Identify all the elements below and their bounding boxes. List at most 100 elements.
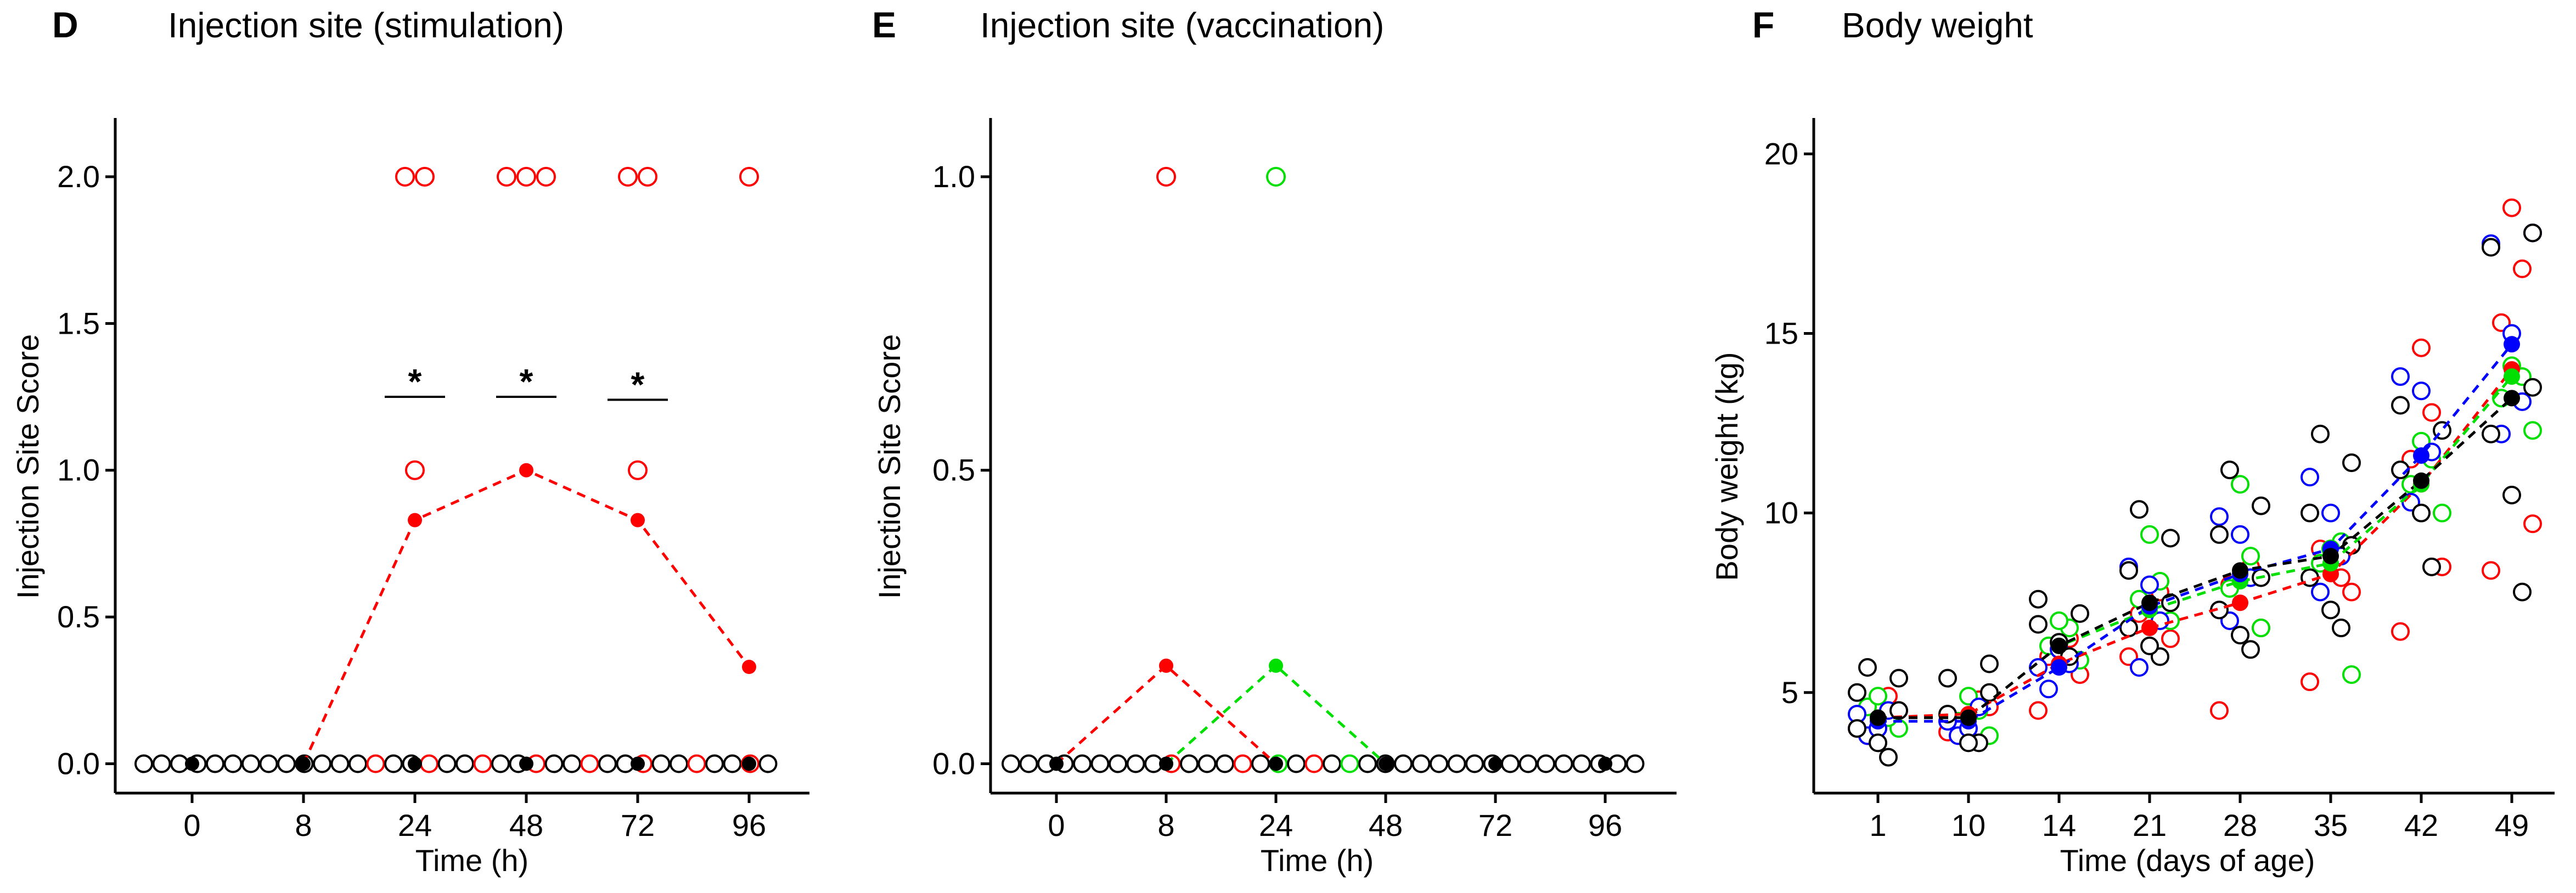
panel-d-open-point <box>330 754 350 773</box>
panel-e-mean-line <box>1165 664 1387 765</box>
panel-f-open-point <box>2412 381 2431 401</box>
panel-e-mean-point <box>1159 658 1173 673</box>
panel-f-mean-point <box>2051 637 2067 654</box>
panel-e-open-point <box>1430 754 1448 773</box>
panel-f-open-point <box>2391 367 2410 386</box>
panel-f-mean-point <box>2322 548 2339 565</box>
panel-e-open-point <box>1090 754 1110 773</box>
panel-e-open-point <box>1465 754 1484 773</box>
panel-d-open-point <box>384 754 403 773</box>
panel-f-mean-point <box>2413 447 2429 464</box>
panel-d-open-point <box>563 754 581 773</box>
panel-d-control-mean <box>408 756 422 771</box>
panel-e-open-point <box>1156 166 1176 187</box>
panel-d-mean-line <box>302 468 750 765</box>
panel-d-ytick-label: 1.0 <box>57 453 100 487</box>
panel-d-open-point <box>277 754 296 773</box>
panel-f-xtick-label: 35 <box>2314 808 2348 843</box>
panel-e-open-point <box>1019 754 1038 773</box>
panel-d-open-point <box>598 754 617 773</box>
panel-f-ytick-label: 15 <box>1764 316 1798 351</box>
panel-f-xtick-label: 21 <box>2133 808 2167 843</box>
panel-f-open-point <box>2241 547 2260 566</box>
panel-f-open-point <box>1869 733 1887 752</box>
panel-f-open-point <box>1858 658 1877 677</box>
panel-f-open-point <box>2342 453 2361 473</box>
panel-d-open-point <box>223 754 243 773</box>
panel-f-open-point <box>2231 475 2249 494</box>
panel-f-open-point <box>2029 615 2048 634</box>
panel-e-open-point <box>1216 754 1234 773</box>
panel-f-mean-line <box>1878 343 2513 723</box>
panel-f-open-point <box>2482 424 2500 443</box>
panel-e-ytick-label: 1.0 <box>932 159 975 194</box>
panel-f-open-point <box>2231 525 2249 544</box>
panel-f-open-point <box>2050 611 2068 630</box>
panel-e-xtick-label: 8 <box>1157 808 1174 843</box>
panel-e-ytick-label: 0.0 <box>932 746 975 781</box>
panel-d-open-point <box>758 754 778 773</box>
panel-f-open-point <box>1959 733 1978 752</box>
panel-e-open-point <box>1572 754 1591 773</box>
panel-f-xlabel: Time (days of age) <box>2060 843 2315 878</box>
panel-d-open-point <box>395 166 415 187</box>
panel-d-open-point <box>366 754 385 773</box>
panel-e-open-point <box>1554 754 1573 773</box>
panel-f-mean-line <box>1878 397 2513 720</box>
panel-f-open-point <box>2412 338 2431 357</box>
panel-d-open-point <box>241 754 260 773</box>
panel-d-open-point <box>670 754 688 773</box>
panel-d-mean-point <box>519 463 533 478</box>
panel-e-open-point <box>1180 754 1199 773</box>
panel-d-open-point <box>313 754 331 773</box>
panel-e-open-point <box>1233 754 1252 773</box>
panel-d-control-mean <box>296 756 311 771</box>
panel-e-black-mean <box>1379 756 1393 771</box>
panel-f-mean-point <box>2504 336 2520 353</box>
panel-e-open-point <box>1266 166 1286 187</box>
panel-f-ytick-label: 10 <box>1764 496 1798 530</box>
panel-e-ylabel: Injection Site Score <box>872 334 907 599</box>
panel-d-control-mean <box>742 756 756 771</box>
panel-f-open-point <box>2130 500 2148 519</box>
panel-f-open-point <box>1848 719 1866 738</box>
panel-f-open-point <box>2332 619 2350 638</box>
panel-f-xtick-label: 49 <box>2495 808 2529 843</box>
panel-e-xtick-label: 72 <box>1478 808 1512 843</box>
panel-e-xtick-label: 96 <box>1588 808 1622 843</box>
panel-f-letter: F <box>1752 4 1774 45</box>
panel-f-open-point <box>2039 679 2058 699</box>
panel-d-open-point <box>420 754 438 773</box>
panel-f-open-point <box>2161 629 2180 648</box>
panel-e-xtick-label: 48 <box>1369 808 1403 843</box>
panel-d-xtick-label: 48 <box>509 808 543 843</box>
panel-d-open-point <box>618 166 638 187</box>
panel-d-open-point <box>348 754 367 773</box>
panel-e-open-point <box>1358 754 1377 773</box>
panel-f-open-point <box>2391 622 2410 641</box>
panel-f-open-point <box>2241 640 2260 659</box>
panel-e-black-mean <box>1269 756 1283 771</box>
panel-d-mean-point <box>631 513 645 527</box>
panel-f-open-point <box>2342 582 2361 602</box>
panel-f-open-point <box>2140 575 2159 594</box>
panel-f-xtick-label: 1 <box>1869 808 1886 843</box>
panel-f-open-point <box>2513 582 2532 602</box>
panel-d-sig-star: * <box>520 362 533 401</box>
panel-d-letter: D <box>52 4 78 45</box>
panel-d-open-point <box>705 754 724 773</box>
panel-d-open-point <box>455 754 474 773</box>
panel-f-open-point <box>2029 701 2048 720</box>
panel-e-black-mean <box>1159 756 1173 771</box>
panel-f-title: Body weight <box>1842 5 2033 45</box>
panel-d-xtick-label: 8 <box>295 808 312 843</box>
panel-f-open-point <box>1980 654 1999 673</box>
panel-d-xtick-label: 24 <box>398 808 432 843</box>
panel-d-open-point <box>651 754 671 773</box>
panel-e-open-point <box>1002 754 1020 773</box>
panel-f-mean-point <box>2141 594 2158 611</box>
panel-d-control-mean <box>631 756 645 771</box>
panel-f-xtick-label: 28 <box>2223 808 2257 843</box>
panel-f-ylabel: Body weight (kg) <box>1709 352 1744 581</box>
panel-e-black-mean <box>1049 756 1064 771</box>
